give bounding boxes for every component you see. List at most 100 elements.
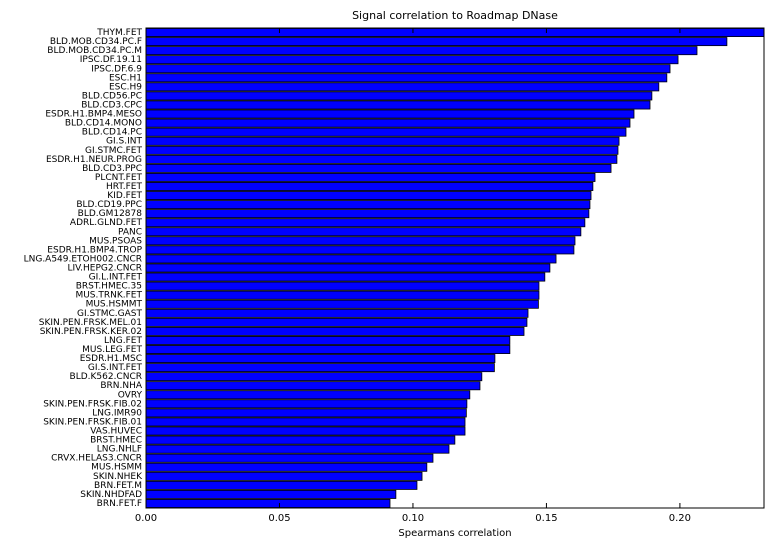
y-tick-label: BLD.K562.CNCR	[70, 372, 142, 382]
bar	[145, 444, 450, 454]
chart-title: Signal correlation to Roadmap DNase	[352, 9, 558, 22]
y-tick-label: VAS.HUVEC	[90, 427, 142, 437]
bar	[145, 381, 481, 391]
y-tick-label: BLD.GM12878	[78, 209, 143, 219]
bar	[145, 245, 575, 255]
bar	[145, 254, 557, 264]
y-tick-label: LNG.IMR90	[92, 408, 142, 418]
bar	[145, 182, 594, 191]
y-tick-label: ESC.H9	[109, 82, 142, 92]
y-tick-label: GI.S.INT	[106, 137, 142, 147]
bar	[145, 435, 456, 445]
y-tick-label: MUS.TRNK.FET	[75, 291, 142, 301]
bar	[145, 498, 391, 508]
y-tick-label: SKIN.PEN.FRSK.KER.02	[40, 327, 142, 337]
x-tick-label: 0.20	[669, 513, 691, 524]
y-tick-label: IPSC.DF.19.11	[80, 55, 142, 65]
bar	[145, 172, 596, 182]
bar	[145, 426, 466, 436]
y-tick-label: MUS.PSOAS	[89, 236, 142, 246]
bar	[145, 218, 586, 228]
y-tick-label: BLD.CD56.PC	[82, 91, 142, 101]
bar	[145, 290, 540, 300]
x-axis-label: Spearmans correlation	[398, 528, 511, 539]
bar	[145, 281, 540, 291]
y-tick-label: BLD.CD14.PC	[82, 128, 142, 138]
y-tick-label: BLD.CD19.PPC	[76, 200, 142, 210]
bar	[145, 136, 620, 146]
bar	[145, 209, 590, 219]
y-tick-label: BRN.FET.F	[97, 499, 142, 509]
bar	[145, 471, 423, 481]
bar	[145, 118, 631, 128]
bar	[145, 462, 428, 472]
y-tick-label: GI.STMC.GAST	[77, 309, 142, 319]
bar	[145, 480, 418, 490]
y-tick-label: GI.STMC.FET	[85, 146, 142, 156]
y-tick-label: LNG.NHLF	[97, 445, 142, 455]
y-tick-label: LNG.A549.ETOH002.CNCR	[24, 254, 142, 264]
bar	[145, 46, 698, 56]
x-tick-label: 0.00	[135, 513, 157, 524]
x-tick-label: 0.15	[535, 513, 557, 524]
y-tick-label: ESDR.H1.MSC	[80, 354, 142, 364]
bar	[145, 408, 467, 418]
bar	[145, 200, 591, 210]
y-tick-label: SKIN.PEN.FRSK.MEL.01	[39, 318, 142, 328]
bar	[145, 272, 546, 282]
bar	[145, 100, 651, 110]
bar	[145, 145, 619, 155]
bar	[145, 127, 627, 137]
bar	[145, 417, 466, 427]
y-tick-label: ESC.H1	[109, 73, 142, 83]
bar	[145, 163, 612, 173]
bar	[145, 82, 660, 92]
y-tick-label: SKIN.PEN.FRSK.FIB.02	[43, 399, 142, 409]
y-tick-label: MUS.LEG.FET	[82, 345, 142, 355]
y-tick-label: KID.FET	[107, 191, 142, 201]
bar	[145, 37, 728, 47]
bar	[145, 299, 539, 309]
bar	[145, 55, 679, 65]
bar	[145, 372, 483, 382]
y-tick-label: MUS.HSMMT	[86, 300, 143, 310]
y-tick-label: ESDR.H1.BMP4.TROP	[47, 245, 142, 255]
bar	[145, 91, 653, 101]
bar	[145, 28, 765, 38]
bar	[145, 326, 525, 336]
bar	[145, 354, 496, 364]
y-tick-label: SKIN.NHEK	[93, 472, 143, 482]
bar	[145, 345, 511, 354]
y-tick-label: PLCNT.FET	[95, 173, 143, 183]
bar	[145, 73, 668, 83]
y-tick-label: CRVX.HELAS3.CNCR	[51, 454, 142, 464]
y-tick-label: BRST.HMEC.35	[76, 282, 142, 292]
y-tick-label: GI.S.INT.FET	[88, 363, 143, 373]
y-tick-label: MUS.HSMM	[91, 463, 142, 473]
y-tick-label: BRST.HMEC	[90, 436, 142, 446]
bar	[145, 154, 618, 164]
y-tick-label: OVRY	[118, 390, 143, 400]
y-tick-label: BRN.NHA	[100, 381, 143, 391]
y-tick-label: BLD.CD14.MONO	[65, 119, 142, 129]
y-tick-label: LNG.FET	[104, 336, 142, 346]
y-tick-label: ESDR.H1.NEUR.PROG	[46, 155, 142, 165]
bar	[145, 335, 511, 345]
y-tick-label: GI.L.INT.FET	[89, 273, 143, 283]
y-tick-label: ADRL.GLND.FET	[70, 218, 143, 228]
bar	[145, 399, 468, 409]
bar	[145, 317, 528, 327]
y-tick-label: PANC	[118, 227, 142, 237]
bar	[145, 64, 671, 74]
bar	[145, 308, 529, 318]
bar	[145, 453, 434, 463]
y-tick-label: ESDR.H1.BMP4.MESO	[45, 110, 142, 120]
y-tick-label: BLD.CD3.PPC	[82, 164, 142, 174]
y-tick-label: THYM.FET	[96, 28, 142, 38]
bar	[145, 489, 397, 499]
x-tick-label: 0.10	[402, 513, 424, 524]
y-tick-label: LIV.HEPG2.CNCR	[67, 264, 142, 274]
y-tick-label: SKIN.NHDFAD	[80, 490, 142, 500]
y-tick-label: HRT.FET	[106, 182, 143, 192]
